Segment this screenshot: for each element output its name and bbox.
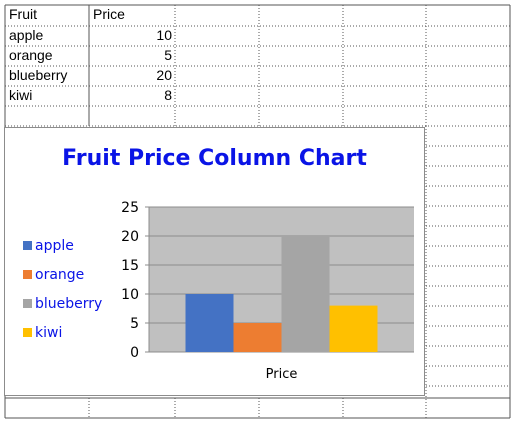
y-tick-label-5: 5 <box>130 316 139 332</box>
legend-swatch-blueberry <box>23 299 32 308</box>
legend-label-kiwi: kiwi <box>35 325 63 341</box>
bar-apple <box>185 294 234 352</box>
price-cell-orange[interactable]: 5 <box>164 47 172 63</box>
legend-item-kiwi: kiwi <box>23 325 62 341</box>
chart-plot: 0 5 10 15 20 25 Price <box>121 200 414 382</box>
price-cell-apple[interactable]: 10 <box>156 27 172 43</box>
y-tick-label-20: 20 <box>121 229 139 245</box>
bar-orange <box>233 323 282 352</box>
chart-object[interactable]: Fruit Price Column Chart 0 5 10 15 20 25 Price… <box>4 127 425 396</box>
fruit-cell-blueberry[interactable]: blueberry <box>9 67 68 83</box>
header-fruit-cell[interactable]: Fruit <box>9 6 37 22</box>
legend-label-orange: orange <box>35 267 85 283</box>
fruit-cell-kiwi[interactable]: kiwi <box>9 87 33 103</box>
y-tick-label-10: 10 <box>121 287 139 303</box>
legend-label-apple: apple <box>35 238 74 254</box>
legend-swatch-orange <box>23 270 32 279</box>
legend-swatch-kiwi <box>23 328 32 337</box>
x-category-label: Price <box>266 367 298 382</box>
chart-title: Fruit Price Column Chart <box>62 146 367 171</box>
price-cell-kiwi[interactable]: 8 <box>164 87 172 103</box>
legend-swatch-apple <box>23 241 32 250</box>
fruit-cell-orange[interactable]: orange <box>9 47 53 63</box>
legend-label-blueberry: blueberry <box>35 296 103 312</box>
header-price-cell[interactable]: Price <box>93 6 125 22</box>
fruit-cell-apple[interactable]: apple <box>9 27 44 43</box>
bar-kiwi <box>329 305 378 352</box>
legend-item-blueberry: blueberry <box>23 296 102 312</box>
legend-item-orange: orange <box>23 267 84 283</box>
y-tick-label-0: 0 <box>130 345 139 361</box>
y-tick-label-25: 25 <box>121 200 139 216</box>
legend-item-apple: apple <box>23 238 74 254</box>
bar-blueberry <box>281 236 330 352</box>
y-tick-label-15: 15 <box>121 258 139 274</box>
price-cell-blueberry[interactable]: 20 <box>156 67 172 83</box>
